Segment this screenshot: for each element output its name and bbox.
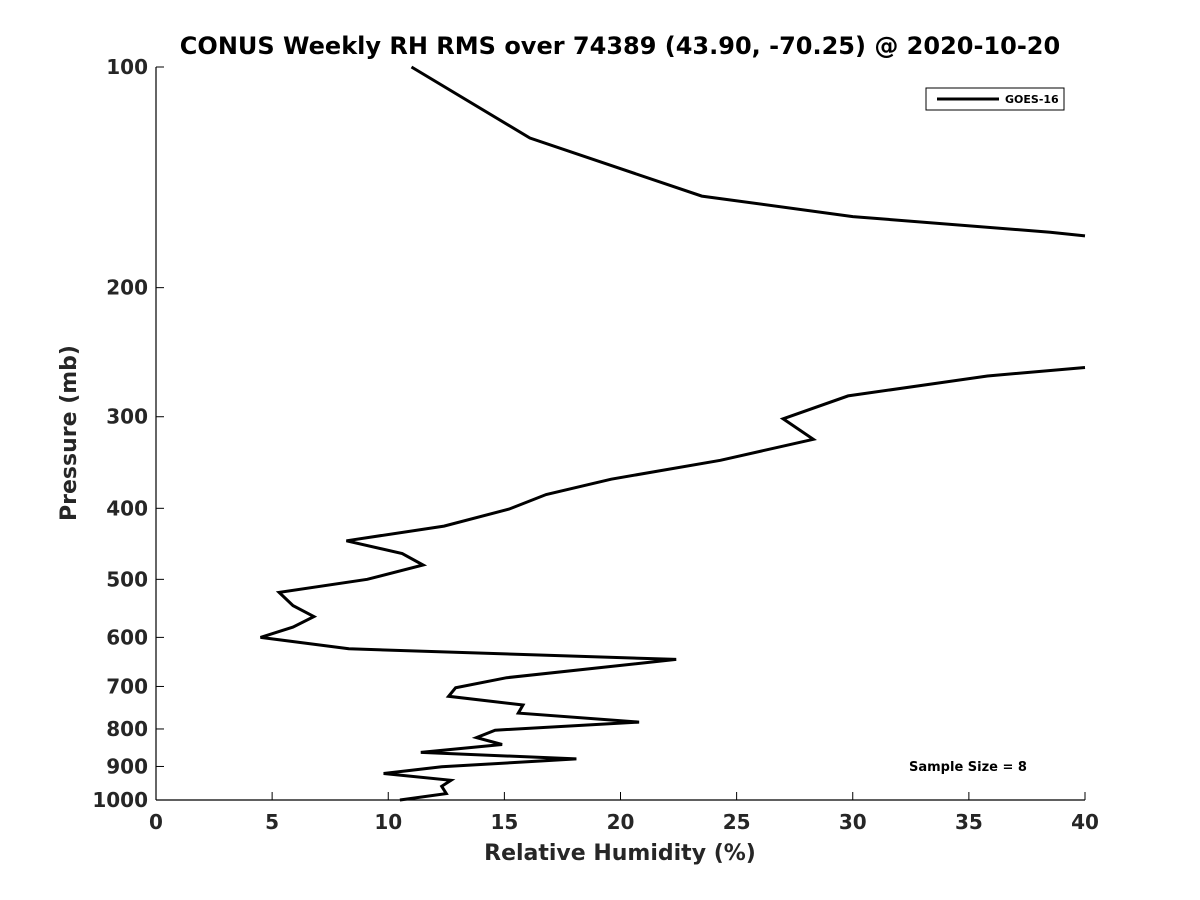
x-tick-label: 35	[955, 810, 983, 834]
series-layer	[260, 65, 1086, 802]
x-axis-ticks: 0 5 10 15 20 25 30 35 40	[149, 792, 1099, 834]
y-tick-label: 900	[106, 754, 148, 778]
x-tick-label: 25	[723, 810, 751, 834]
x-tick-label: 40	[1071, 810, 1099, 834]
series-line-goes-16	[410, 65, 1086, 238]
sample-size-annotation: Sample Size = 8	[909, 760, 1027, 775]
plot-area: 0 5 10 15 20 25 30 35 40 100 200 300 400 500 600 700 80…	[92, 55, 1099, 834]
x-tick-label: 15	[490, 810, 518, 834]
y-axis-ticks: 100 200 300 400 500 600 700 800 900 1000	[92, 55, 164, 812]
y-tick-label: 200	[106, 276, 148, 300]
x-tick-label: 20	[607, 810, 635, 834]
y-tick-label: 400	[106, 496, 148, 520]
x-axis-label: Relative Humidity (%)	[484, 841, 756, 866]
y-tick-label: 700	[106, 674, 148, 698]
x-tick-label: 30	[839, 810, 867, 834]
x-tick-label: 0	[149, 810, 163, 834]
y-tick-label: 600	[106, 625, 148, 649]
legend-label-goes-16: GOES-16	[1005, 93, 1059, 106]
series-line-goes-16	[260, 366, 1086, 802]
y-tick-label: 500	[106, 567, 148, 591]
x-tick-label: 10	[374, 810, 402, 834]
legend: GOES-16	[925, 87, 1065, 111]
y-tick-label: 1000	[92, 788, 148, 812]
chart-title: CONUS Weekly RH RMS over 74389 (43.90, -…	[180, 32, 1060, 60]
y-tick-label: 300	[106, 405, 148, 429]
y-tick-label: 800	[106, 717, 148, 741]
y-axis-label: Pressure (mb)	[57, 345, 82, 521]
x-tick-label: 5	[265, 810, 279, 834]
y-tick-label: 100	[106, 55, 148, 79]
